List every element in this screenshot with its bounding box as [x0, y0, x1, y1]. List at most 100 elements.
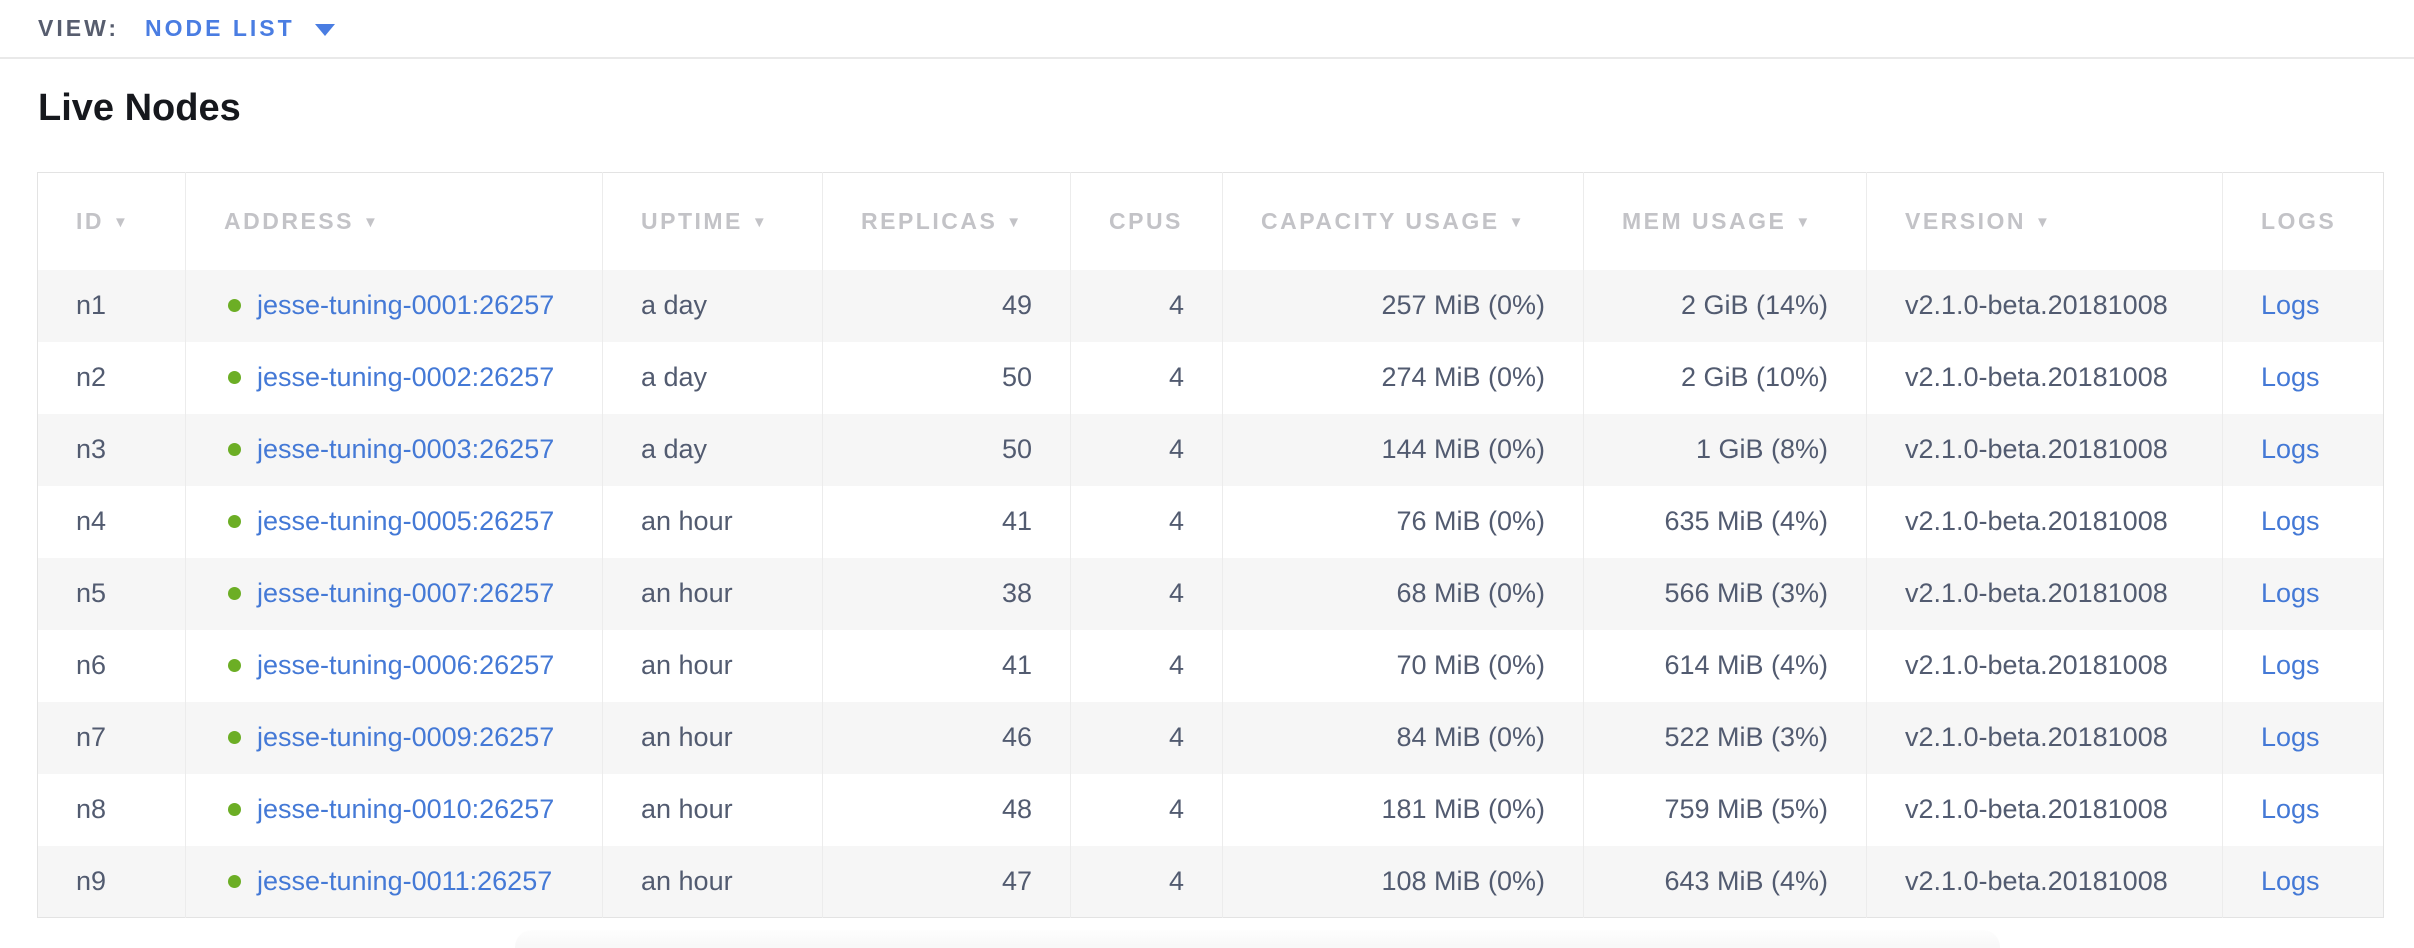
node-address-link[interactable]: jesse-tuning-0011:26257: [257, 865, 553, 896]
node-logs-link[interactable]: Logs: [2261, 578, 2320, 608]
view-label: VIEW:: [38, 15, 120, 41]
node-address-link[interactable]: jesse-tuning-0003:26257: [257, 434, 555, 464]
sort-arrow-icon: ▼: [1795, 213, 1813, 231]
node-logs-link[interactable]: Logs: [2261, 506, 2320, 536]
cell-replicas-value: 50: [1001, 434, 1032, 464]
column-header-mem[interactable]: MEM USAGE ▼: [1583, 172, 1867, 270]
node-address-link[interactable]: jesse-tuning-0009:26257: [257, 722, 555, 752]
node-row-n8: n8 jesse-tuning-0010:26257 an hour 48 4 181 M…: [37, 773, 2384, 846]
cell-replicas: 49: [822, 269, 1071, 342]
node-row-n9: n9 jesse-tuning-0011:26257 an hour 47 4 108 M…: [37, 845, 2384, 918]
cell-mem-usage-value: 643 MiB (4%): [1664, 865, 1828, 896]
column-header-label: ADDRESS: [224, 207, 354, 234]
cell-node-id-value: n6: [76, 650, 107, 680]
cell-node-id: n5: [38, 558, 186, 630]
cell-uptime: a day: [602, 341, 823, 414]
column-header-uptime[interactable]: UPTIME ▼: [602, 172, 823, 270]
node-address-link[interactable]: jesse-tuning-0005:26257: [257, 506, 555, 536]
cell-cpus-value: 4: [1168, 794, 1184, 824]
node-logs-link[interactable]: Logs: [2261, 722, 2320, 752]
cell-capacity-usage: 144 MiB (0%): [1222, 413, 1584, 486]
sort-arrow-icon: ▼: [113, 213, 131, 231]
cell-cpus-value: 4: [1168, 362, 1184, 392]
column-header-version[interactable]: VERSION ▼: [1866, 172, 2223, 270]
column-header-label: MEM USAGE: [1622, 207, 1787, 234]
column-header-id[interactable]: ID ▼: [37, 172, 186, 270]
cell-cpus-value: 4: [1168, 290, 1184, 320]
cell-node-id-value: n3: [76, 434, 107, 464]
node-address-link[interactable]: jesse-tuning-0010:26257: [257, 794, 555, 824]
cell-mem-usage: 2 GiB (10%): [1583, 341, 1867, 414]
cell-version: v2.1.0-beta.20181008: [1866, 701, 2223, 774]
column-header-capacity[interactable]: CAPACITY USAGE ▼: [1222, 172, 1584, 270]
cell-cpus: 4: [1070, 413, 1223, 486]
node-logs-link[interactable]: Logs: [2261, 650, 2320, 680]
cell-node-id: n1: [38, 270, 186, 342]
column-header-replicas[interactable]: REPLICAS ▼: [822, 172, 1071, 270]
cell-node-id-value: n1: [76, 290, 107, 320]
cell-node-address: jesse-tuning-0001:26257: [185, 269, 603, 342]
node-logs-link[interactable]: Logs: [2261, 794, 2320, 824]
cell-capacity-usage-value: 274 MiB (0%): [1381, 362, 1545, 392]
node-logs-link[interactable]: Logs: [2261, 362, 2320, 392]
cell-uptime: an hour: [602, 701, 823, 774]
node-address-link[interactable]: jesse-tuning-0002:26257: [257, 362, 555, 392]
cell-cpus-value: 4: [1168, 722, 1184, 752]
cell-node-id-value: n2: [76, 362, 107, 392]
node-address-link[interactable]: jesse-tuning-0007:26257: [257, 578, 555, 608]
node-healthy-status-icon: [228, 874, 241, 888]
cell-version: v2.1.0-beta.20181008: [1866, 269, 2223, 342]
column-header-cpus: CPUS: [1070, 172, 1223, 270]
cell-mem-usage: 566 MiB (3%): [1583, 557, 1867, 630]
sort-arrow-icon: ▼: [1006, 213, 1024, 231]
cell-node-id: n7: [38, 702, 186, 774]
column-header-address[interactable]: ADDRESS ▼: [185, 172, 603, 270]
cell-version: v2.1.0-beta.20181008: [1866, 629, 2223, 702]
cell-replicas: 50: [822, 413, 1071, 486]
column-header-label: LOGS: [2261, 207, 2337, 234]
cell-uptime: an hour: [602, 485, 823, 558]
view-bar: VIEW: NODE LIST: [0, 0, 2414, 59]
cell-capacity-usage-value: 108 MiB (0%): [1381, 865, 1545, 896]
cell-capacity-usage: 76 MiB (0%): [1222, 485, 1584, 558]
cell-node-id: n8: [38, 774, 186, 846]
cell-replicas-value: 50: [1001, 362, 1032, 392]
cell-mem-usage-value: 759 MiB (5%): [1664, 794, 1828, 824]
node-healthy-status-icon: [228, 659, 241, 672]
cell-uptime: a day: [602, 269, 823, 342]
cell-logs: Logs: [2222, 701, 2384, 774]
page-title: Live Nodes: [38, 87, 241, 129]
cell-cpus-value: 4: [1168, 578, 1184, 608]
node-address-link[interactable]: jesse-tuning-0006:26257: [257, 650, 555, 680]
cell-uptime-value: an hour: [641, 650, 733, 680]
view-selector-dropdown[interactable]: NODE LIST: [145, 15, 335, 42]
cell-capacity-usage-value: 257 MiB (0%): [1381, 290, 1545, 320]
cell-cpus-value: 4: [1168, 865, 1184, 896]
cell-version-value: v2.1.0-beta.20181008: [1905, 290, 2168, 320]
cell-uptime-value: a day: [641, 434, 708, 464]
node-row-n6: n6 jesse-tuning-0006:26257 an hour 41 4 70 Mi…: [37, 629, 2384, 702]
cell-mem-usage-value: 2 GiB (10%): [1680, 362, 1828, 392]
cell-replicas-value: 47: [1001, 865, 1032, 896]
node-address-link[interactable]: jesse-tuning-0001:26257: [257, 290, 555, 320]
cell-capacity-usage: 70 MiB (0%): [1222, 629, 1584, 702]
cell-mem-usage-value: 2 GiB (14%): [1680, 290, 1828, 320]
cell-uptime-value: a day: [641, 290, 708, 320]
cell-mem-usage: 522 MiB (3%): [1583, 701, 1867, 774]
node-logs-link[interactable]: Logs: [2261, 290, 2320, 320]
node-logs-link[interactable]: Logs: [2261, 434, 2320, 464]
cell-uptime: an hour: [602, 845, 823, 918]
cell-node-id-value: n8: [76, 794, 107, 824]
cell-mem-usage: 614 MiB (4%): [1583, 629, 1867, 702]
cell-logs: Logs: [2222, 485, 2384, 558]
node-logs-link[interactable]: Logs: [2261, 865, 2320, 896]
view-selector-value: NODE LIST: [145, 15, 295, 41]
node-healthy-status-icon: [228, 299, 241, 312]
cell-replicas: 50: [822, 341, 1071, 414]
cell-replicas: 47: [822, 845, 1071, 918]
cell-cpus: 4: [1070, 629, 1223, 702]
cell-cpus: 4: [1070, 341, 1223, 414]
cell-node-address: jesse-tuning-0011:26257: [185, 845, 603, 918]
cell-mem-usage: 635 MiB (4%): [1583, 485, 1867, 558]
cell-mem-usage-value: 635 MiB (4%): [1664, 506, 1828, 536]
